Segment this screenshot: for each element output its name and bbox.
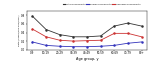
Legend: Total encephalitis, Known encephalitis, Unknown encephalitis: Total encephalitis, Known encephalitis, …: [62, 2, 141, 6]
Y-axis label: Rate (cases/100,000/year): Rate (cases/100,000/year): [18, 15, 20, 46]
X-axis label: Age group, y: Age group, y: [76, 57, 98, 61]
